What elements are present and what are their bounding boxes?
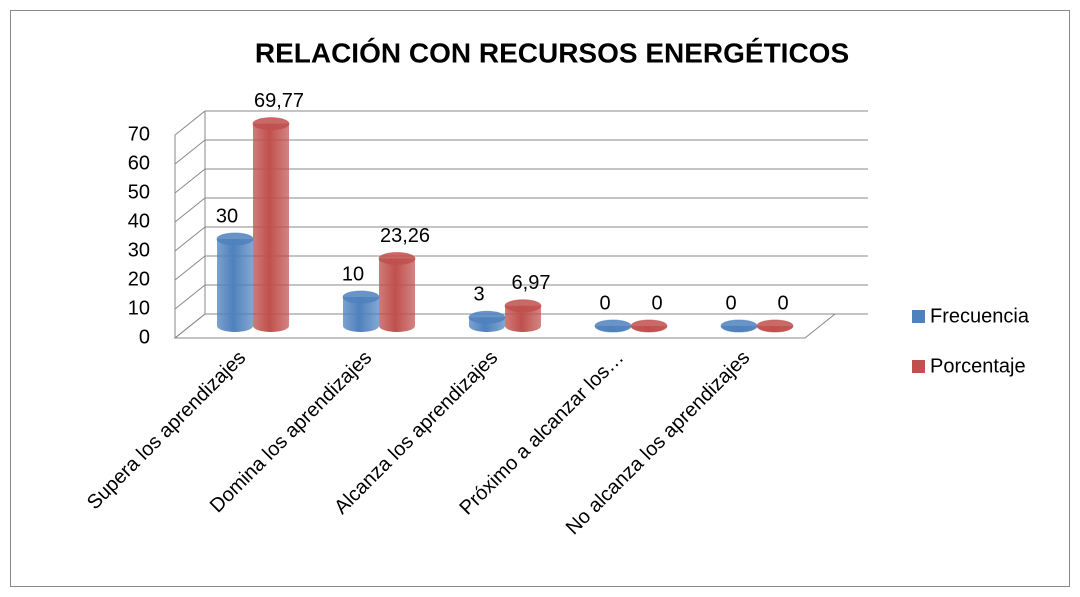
grid-line <box>174 139 206 165</box>
bar-top <box>216 232 254 246</box>
bar <box>343 297 379 332</box>
bar-top <box>504 299 542 313</box>
data-label: 0 <box>777 292 788 314</box>
bar-top <box>756 319 794 333</box>
data-label: 6,97 <box>512 272 551 294</box>
grid-line <box>174 168 206 194</box>
y-tick-label: 30 <box>128 239 150 261</box>
y-tick-label: 20 <box>128 268 150 290</box>
grid-line <box>174 197 206 223</box>
data-label: 3 <box>473 284 484 306</box>
y-tick-label: 0 <box>139 326 150 348</box>
y-tick-label: 50 <box>128 181 150 203</box>
bar-top <box>378 252 416 266</box>
y-tick-label: 70 <box>128 123 150 145</box>
y-tick-label: 60 <box>128 152 150 174</box>
chart-title: RELACIÓN CON RECURSOS ENERGÉTICOS <box>255 37 849 68</box>
data-label: 0 <box>599 292 610 314</box>
bar <box>217 239 253 332</box>
bar-top <box>720 319 758 333</box>
legend-label: Frecuencia <box>930 305 1030 327</box>
bar-top <box>630 319 668 333</box>
bar <box>505 305 541 332</box>
y-tick-label: 40 <box>128 210 150 232</box>
legend-label: Porcentaje <box>930 355 1026 377</box>
grid-line <box>174 313 206 339</box>
data-label: 0 <box>651 292 662 314</box>
chart-border <box>10 10 1070 587</box>
bar <box>253 123 289 333</box>
grid-line <box>174 110 206 136</box>
data-label: 0 <box>725 292 736 314</box>
grid-line <box>174 284 206 310</box>
bar-top <box>468 310 506 324</box>
data-label: 30 <box>216 205 238 227</box>
data-label: 69,77 <box>254 90 304 112</box>
y-tick-label: 10 <box>128 297 150 319</box>
bar-top <box>252 117 290 131</box>
bar-top <box>342 290 380 304</box>
bar <box>379 258 415 332</box>
bar-top <box>594 319 632 333</box>
legend-swatch <box>912 310 925 323</box>
data-label: 23,26 <box>380 225 430 247</box>
legend-swatch <box>912 360 925 373</box>
data-label: 10 <box>342 263 364 285</box>
grid-line <box>174 255 206 281</box>
grid-line <box>174 226 206 252</box>
